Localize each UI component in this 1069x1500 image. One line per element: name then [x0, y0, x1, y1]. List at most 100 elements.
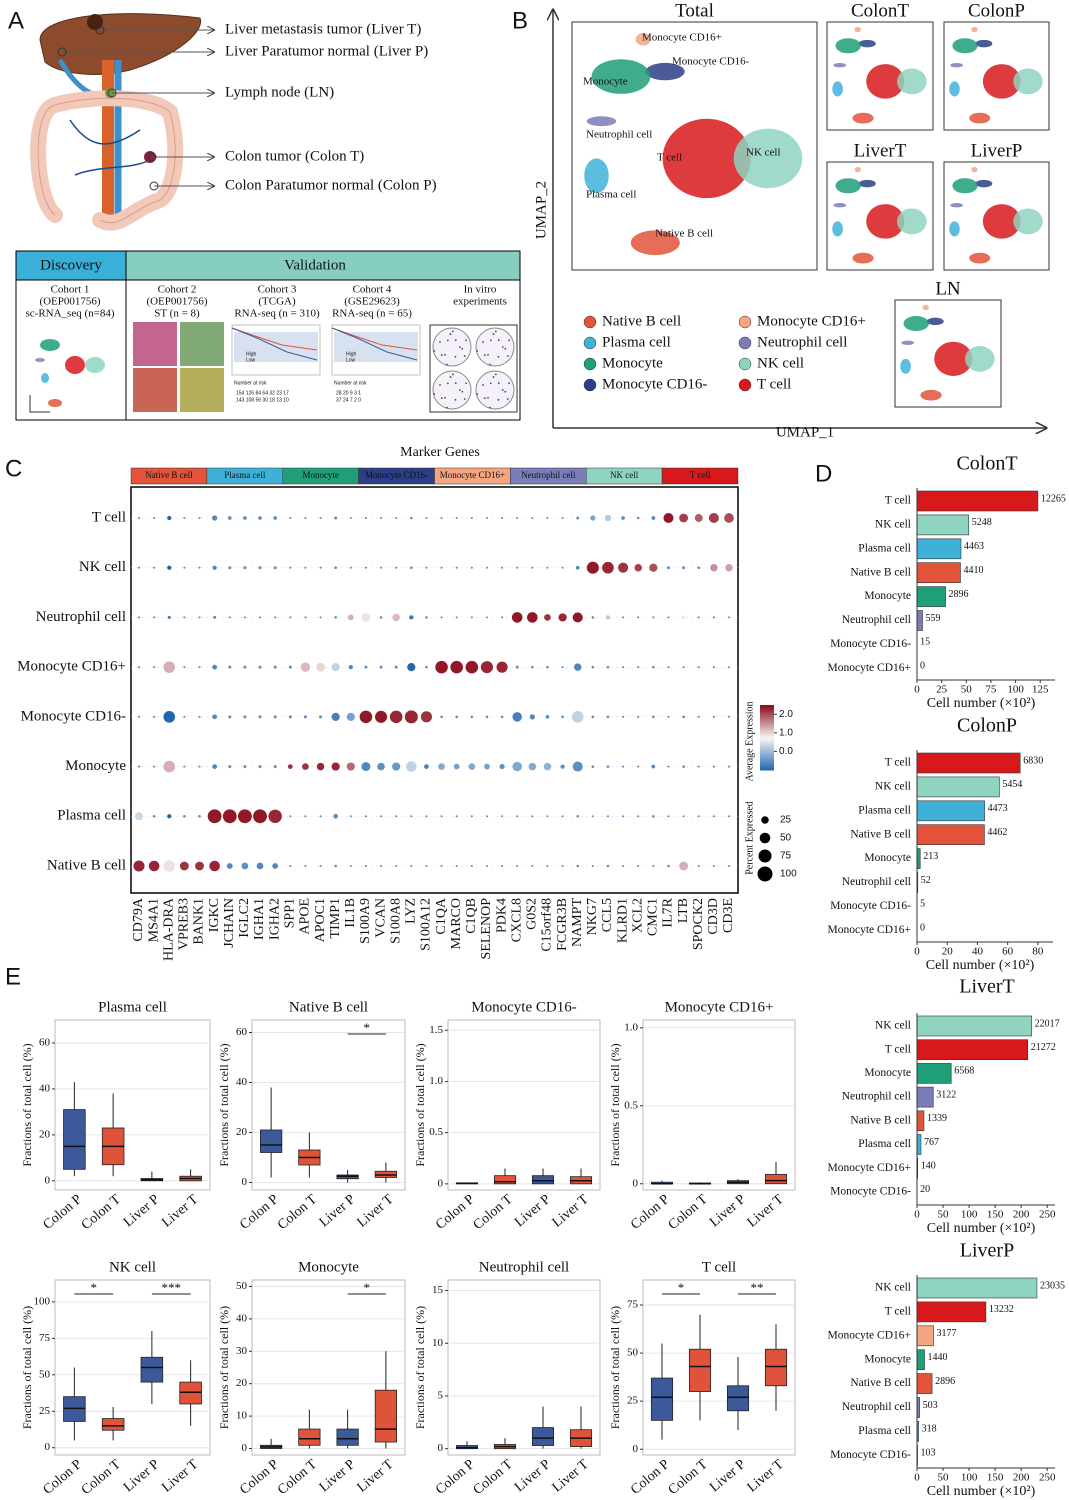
x-tick-label: Colon T [79, 1192, 124, 1233]
dot [708, 512, 719, 524]
x-tick-label: 150 [987, 1209, 1004, 1221]
dot [258, 516, 262, 520]
colony [483, 354, 486, 357]
dot [637, 765, 640, 768]
dot [316, 662, 325, 672]
dot [179, 861, 189, 871]
colony [433, 350, 436, 352]
x-tick-label: 200 [1013, 1209, 1030, 1221]
dot [289, 815, 292, 818]
dot [212, 565, 217, 570]
dot [667, 616, 670, 619]
gene-label: APOC1 [313, 898, 328, 942]
dot [485, 815, 489, 818]
dot [501, 616, 504, 619]
legend-label: Plasma cell [602, 334, 671, 350]
dot [455, 516, 458, 520]
dot [334, 864, 337, 868]
umap-cluster [1013, 68, 1043, 95]
dot [606, 815, 610, 818]
dot [289, 566, 292, 569]
x-tick-label: Colon T [79, 1457, 124, 1498]
category-label: NK cell [875, 781, 911, 793]
y-tick-label: 0 [633, 1443, 639, 1455]
group-label: Monocyte CD16- [365, 470, 428, 480]
dot [724, 513, 734, 523]
colony [492, 376, 495, 378]
dot [528, 762, 537, 771]
dot [212, 515, 218, 521]
category-label: Monocyte [864, 1067, 911, 1079]
x-tick-label: 150 [987, 1472, 1004, 1484]
colony [461, 390, 464, 393]
dot [606, 715, 610, 719]
x-tick-label: Colon P [41, 1192, 86, 1233]
well-frame [429, 324, 518, 413]
umap-cluster [584, 158, 609, 194]
dot [198, 715, 201, 718]
size-label: 75 [780, 851, 792, 862]
dotplot-title: Marker Genes [400, 445, 480, 460]
y-tick-label: 25 [627, 1395, 639, 1407]
cluster-label: NK cell [746, 147, 781, 159]
category-label: Monocyte CD16+ [828, 662, 911, 674]
dot [134, 812, 144, 821]
dot [622, 666, 625, 669]
dot [649, 563, 658, 572]
bar [916, 776, 1000, 798]
gene-label: IGHA1 [252, 898, 267, 940]
x-tick-label: Colon T [471, 1192, 516, 1233]
dot [163, 661, 176, 673]
dot [561, 864, 564, 868]
size-key [759, 832, 771, 844]
dot [222, 809, 237, 824]
value-label: 140 [921, 1160, 936, 1171]
bar [916, 1086, 934, 1108]
axis-label: UMAP_2 [533, 181, 549, 239]
plot-frame [54, 1279, 211, 1456]
dot [379, 665, 383, 669]
dot [455, 616, 458, 619]
y-tick-label: 20 [236, 1126, 248, 1138]
row-label: Monocyte CD16- [21, 708, 126, 724]
legend-label: Native B cell [602, 313, 681, 329]
cluster-label: Neutrophil cell [586, 129, 652, 141]
colony [465, 382, 467, 385]
dot [228, 715, 232, 719]
site-label: Colon Paratumor normal (Colon P) [225, 177, 437, 193]
colony [476, 350, 479, 352]
dot [586, 561, 599, 574]
dot [710, 563, 718, 572]
dot [198, 516, 201, 520]
umap-title: ColonP [968, 0, 1025, 21]
colony [440, 354, 443, 357]
dot [241, 862, 249, 870]
category-label: Monocyte [864, 590, 911, 602]
colony [489, 406, 491, 409]
x-tick-label: Liver P [512, 1457, 554, 1495]
legend-swatch [583, 336, 597, 350]
legend-swatch [738, 315, 752, 329]
gene-label: C1QA [434, 897, 449, 934]
dot [512, 712, 522, 722]
value-label: 15 [920, 637, 930, 648]
site-label: Colon tumor (Colon T) [225, 148, 364, 164]
size-key [761, 816, 769, 824]
colony [508, 339, 510, 342]
size-label: 25 [780, 815, 792, 826]
dot [319, 566, 322, 569]
dot [288, 715, 292, 719]
dot [697, 864, 700, 868]
dot [546, 516, 549, 520]
dot [348, 665, 353, 670]
cohort-text: experiments [453, 296, 507, 308]
value-label: 22017 [1035, 1018, 1060, 1029]
colorbar-step [760, 735, 774, 738]
umap-cluster [866, 204, 905, 239]
x-tick-label: Colon P [433, 1457, 478, 1498]
dot [480, 661, 493, 674]
chart-title: LiverT [959, 976, 1015, 998]
panel-label: D [815, 460, 832, 487]
bar [916, 1373, 933, 1394]
colorbar-step [760, 719, 774, 722]
